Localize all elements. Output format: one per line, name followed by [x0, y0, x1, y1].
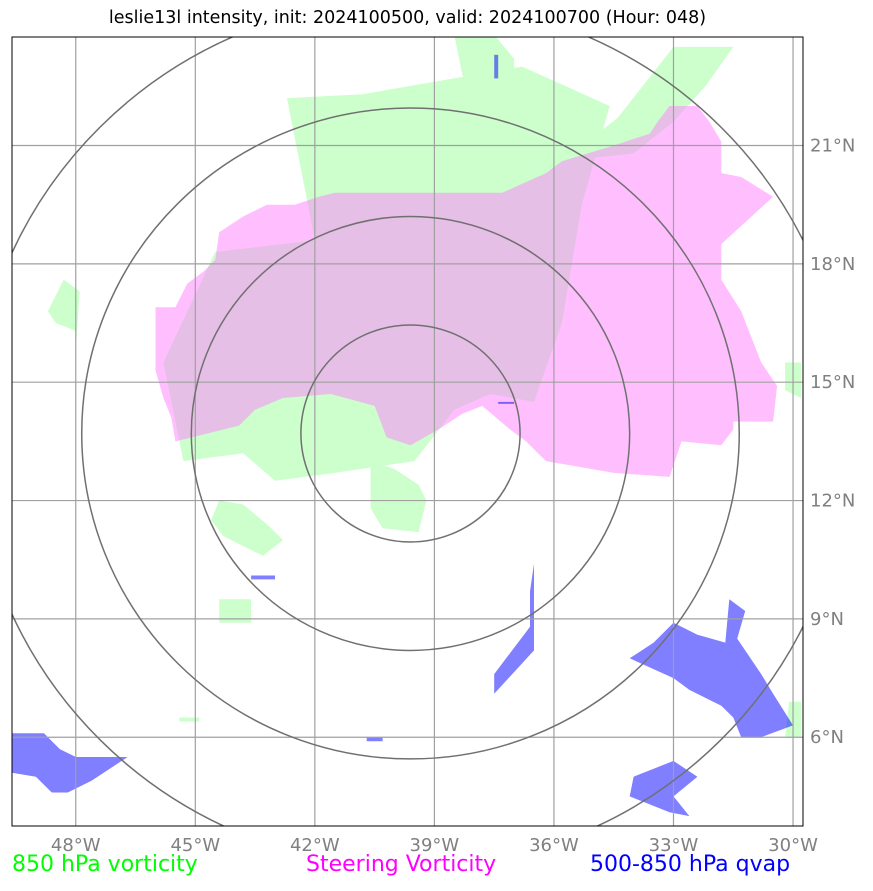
latitude-tick-label: 18°N [810, 254, 855, 275]
longitude-tick-label: 33°W [649, 835, 699, 856]
vorticity-850-region [211, 500, 283, 556]
legend-850-vorticity: 850 hPa vorticity [12, 852, 198, 877]
qvap-region [498, 401, 515, 404]
range-ring [190, 215, 631, 652]
vorticity-850-region [179, 717, 200, 722]
longitude-tick-label: 36°W [529, 835, 579, 856]
steering-vorticity-layer [155, 106, 778, 477]
latitude-tick-labels: 21°N 18°N 15°N 12°N 9°N 6°N [810, 135, 855, 748]
map-title: leslie13l intensity, init: 2024100500, v… [108, 8, 707, 28]
longitude-tick-label: 39°W [410, 835, 460, 856]
latitude-tick-label: 9°N [810, 609, 844, 630]
longitude-tick-label: 45°W [170, 835, 220, 856]
latitude-tick-label: 6°N [810, 727, 844, 748]
longitude-tick-label: 48°W [51, 835, 101, 856]
qvap-region [494, 54, 499, 79]
vorticity-850-region [561, 46, 734, 162]
vorticity-850-region [219, 599, 252, 623]
range-ring [300, 324, 521, 543]
latitude-tick-label: 12°N [810, 491, 855, 512]
longitude-tick-label: 42°W [290, 835, 340, 856]
longitude-tick-labels: 48°W 45°W 42°W 39°W 36°W 33°W 30°W [51, 835, 818, 856]
vorticity-850-region [370, 461, 427, 533]
qvap-region [494, 563, 534, 694]
vorticity-850-region [47, 279, 80, 351]
range-ring [80, 107, 740, 760]
vorticity-850-region [454, 37, 515, 103]
range-rings [12, 37, 803, 826]
legend-steering-vorticity: Steering Vorticity [306, 852, 497, 877]
gridlines [12, 37, 803, 826]
plot-frame [11, 36, 804, 827]
legend-qvap: 500-850 hPa qvap [590, 852, 791, 877]
qvap-region [12, 733, 128, 793]
qvap-region [366, 737, 383, 742]
longitude-tick-label: 30°W [768, 835, 818, 856]
latitude-tick-label: 21°N [810, 135, 855, 156]
steering-vorticity-region [155, 106, 778, 477]
qvap-region [251, 575, 275, 580]
latitude-tick-label: 15°N [810, 372, 855, 393]
